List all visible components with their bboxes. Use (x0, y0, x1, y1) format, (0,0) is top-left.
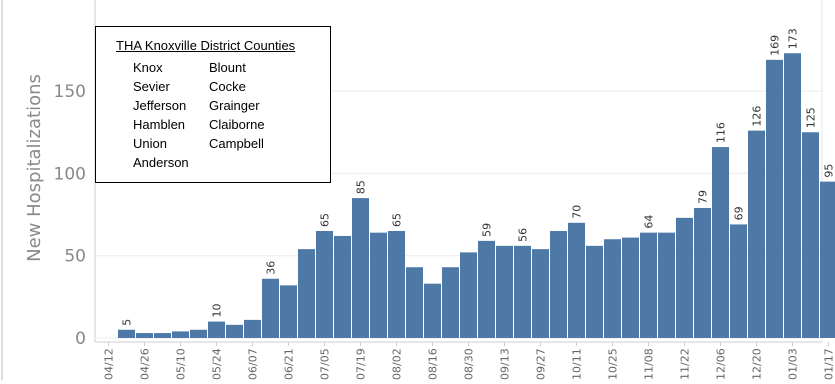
bar-data-label: 95 (823, 164, 835, 178)
x-tick-label: 04/12 (103, 348, 116, 380)
bar (694, 208, 711, 338)
bar (604, 239, 621, 338)
bar-data-label: 85 (355, 180, 368, 194)
legend-county: Hamblen (133, 117, 185, 132)
bar (406, 267, 423, 338)
bar-data-label: 125 (805, 107, 818, 128)
bar (442, 267, 459, 338)
x-tick-label: 06/21 (283, 348, 296, 380)
bar-data-label: 169 (769, 35, 782, 56)
legend-county: Claiborne (209, 117, 265, 132)
bar (262, 279, 279, 338)
x-tick-label: 09/13 (499, 348, 512, 380)
bar-data-label: 116 (715, 122, 728, 143)
bar (802, 132, 819, 338)
bar (748, 131, 765, 338)
x-tick-label: 05/24 (211, 348, 224, 380)
bar (568, 223, 585, 338)
x-tick-label: 08/30 (463, 348, 476, 380)
legend-county: Knox (133, 60, 163, 75)
bar (640, 233, 657, 338)
bar (676, 218, 693, 338)
bar-data-label: 5 (121, 319, 134, 326)
bar-data-label: 65 (319, 213, 332, 227)
bar (478, 241, 495, 338)
legend-title: THA Knoxville District Counties (116, 38, 295, 53)
x-tick-label: 10/25 (607, 348, 620, 380)
x-tick-label: 09/27 (535, 348, 548, 380)
bar (730, 224, 747, 338)
bar-data-label: 64 (643, 215, 656, 229)
bar-data-label: 69 (733, 206, 746, 220)
y-tick-label: 150 (54, 82, 86, 102)
legend-box: THA Knoxville District Counties Knox Blo… (95, 26, 331, 183)
bar-data-label: 10 (211, 304, 224, 318)
bar (280, 285, 297, 338)
bar (514, 246, 531, 338)
x-tick-label: 07/19 (355, 348, 368, 380)
x-tick-label: 12/06 (715, 348, 728, 380)
x-tick-label: 11/22 (679, 348, 692, 380)
x-tick-label: 01/17 (823, 348, 835, 380)
bar (460, 252, 477, 338)
bar (154, 333, 171, 338)
bar (208, 322, 225, 338)
x-tick-label: 05/10 (175, 348, 188, 380)
bar (190, 330, 207, 338)
bar (298, 249, 315, 338)
bar (820, 182, 835, 338)
bar (334, 236, 351, 338)
bar (586, 246, 603, 338)
legend-county: Cocke (209, 79, 246, 94)
x-tick-label: 10/11 (571, 348, 584, 380)
x-tick-label: 12/20 (751, 348, 764, 380)
legend-county: Campbell (209, 136, 264, 151)
bar-data-label: 65 (391, 213, 404, 227)
x-tick-label: 06/07 (247, 348, 260, 380)
bar (370, 233, 387, 338)
x-tick-label: 08/16 (427, 348, 440, 380)
y-tick-label: 50 (64, 247, 86, 267)
bar (622, 238, 639, 338)
bar-data-label: 59 (481, 223, 494, 237)
y-axis-title: New Hospitalizations (24, 74, 45, 262)
bar (118, 330, 135, 338)
bar (766, 60, 783, 338)
bar (712, 147, 729, 338)
legend-county: Blount (209, 60, 246, 75)
x-tick-label: 07/05 (319, 348, 332, 380)
bar (352, 198, 369, 338)
bar-data-label: 56 (517, 228, 530, 242)
bar (658, 233, 675, 338)
x-tick-label: 08/02 (391, 348, 404, 380)
bar-data-label: 79 (697, 190, 710, 204)
bar (136, 333, 153, 338)
x-tick-label: 01/03 (787, 348, 800, 380)
y-tick-label: 100 (54, 164, 86, 184)
bar (316, 231, 333, 338)
legend-county: Grainger (209, 98, 260, 113)
bar (172, 331, 189, 338)
x-tick-label: 11/08 (643, 348, 656, 380)
legend-county: Union (133, 136, 167, 151)
legend-county: Sevier (133, 79, 170, 94)
bar (784, 53, 801, 338)
legend-county: Anderson (133, 155, 189, 170)
bar (424, 284, 441, 338)
bar-data-label: 70 (571, 205, 584, 219)
bar (244, 320, 261, 338)
y-tick-label: 0 (75, 329, 86, 349)
bar (496, 246, 513, 338)
bar (550, 231, 567, 338)
bar (532, 249, 549, 338)
bar (226, 325, 243, 338)
bar-data-label: 36 (265, 261, 278, 275)
bar-data-label: 173 (787, 28, 800, 49)
x-tick-label: 04/26 (139, 348, 152, 380)
legend-county: Jefferson (133, 98, 186, 113)
bar-data-label: 126 (751, 106, 764, 127)
bar (388, 231, 405, 338)
